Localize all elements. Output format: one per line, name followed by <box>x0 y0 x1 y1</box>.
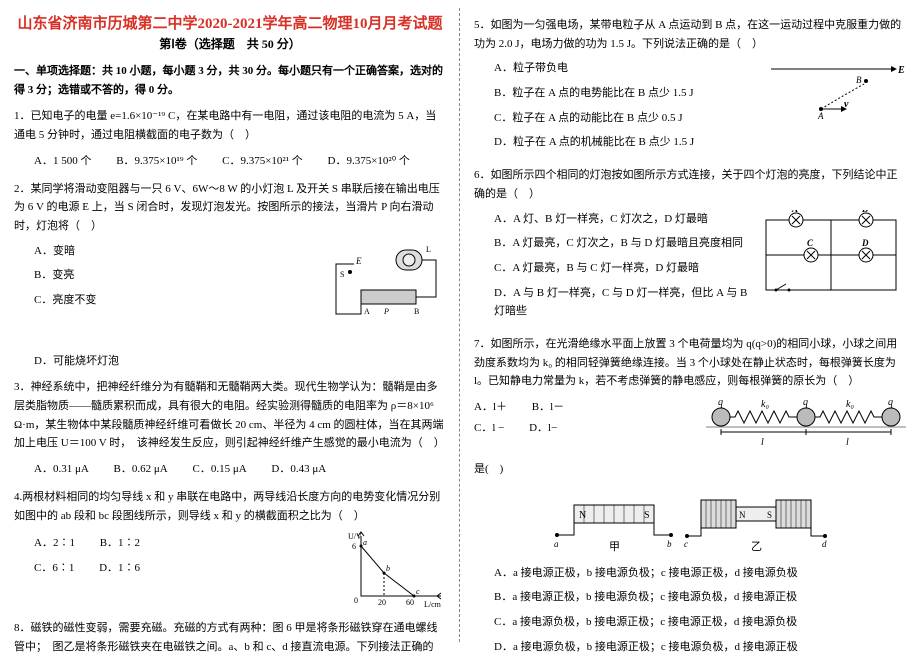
q7-C: C．l − <box>474 422 504 434</box>
svg-text:b: b <box>386 564 390 573</box>
svg-text:B: B <box>414 307 419 316</box>
paper-label: 第Ⅰ卷（选择题 共 50 分） <box>14 35 446 52</box>
q8-options: A．a 接电源正极，b 接电源负极；c 接电源正极，d 接电源负极 B．a 接电… <box>494 564 906 657</box>
q6-circuit-figure: A B C D <box>756 210 906 300</box>
q4-stem: 4.两根材料相同的均匀导线 x 和 y 串联在电路中，两导线沿长度方向的电势变化… <box>14 488 446 525</box>
svg-text:E: E <box>897 65 905 76</box>
svg-text:q: q <box>803 397 808 408</box>
q2-stem: 2．某同学将滑动变阻器与一只 6 V、6W～8 W 的小灯泡 L 及开关 S 串… <box>14 180 446 236</box>
q4-D: D．1∶6 <box>99 562 140 574</box>
svg-text:a: a <box>554 539 559 549</box>
svg-text:B: B <box>856 75 862 85</box>
q7-spring-figure: q q q k₀ k₀ l l <box>706 397 906 452</box>
q3-C: C．0.15 μA <box>192 463 246 475</box>
svg-text:20: 20 <box>378 598 386 607</box>
svg-text:k₀: k₀ <box>846 399 854 410</box>
svg-text:c: c <box>416 587 420 596</box>
q5-field-figure: E B v A <box>766 59 906 119</box>
svg-text:D: D <box>861 238 869 248</box>
svg-text:U/V: U/V <box>348 532 362 541</box>
q8-C: C．a 接电源负极，b 接电源正极；c 接电源正极，d 接电源负极 <box>494 613 906 632</box>
q5-stem: 5．如图为一匀强电场，某带电粒子从 A 点运动到 B 点，在这一运动过程中克服重… <box>474 16 906 53</box>
q1-A: A．1 500 个 <box>34 155 91 167</box>
svg-text:a: a <box>363 538 367 547</box>
q7-D: D．l− <box>529 422 557 434</box>
q8-lead: 8．磁铁的磁性变弱，需要充磁。充磁的方式有两种：图 6 甲是将条形磁铁穿在通电螺… <box>14 619 446 656</box>
q3-stem: 3．神经系统中，把神经纤维分为有髓鞘和无髓鞘两大类。现代生物学认为：髓鞘是由多层… <box>14 378 446 453</box>
svg-text:A: A <box>791 210 798 214</box>
q1-options: A．1 500 个 B．9.375×10¹⁹ 个 C．9.375×10²¹ 个 … <box>34 151 446 172</box>
q3-D: D．0.43 μA <box>271 463 326 475</box>
q8-figure-yi: N S c d 乙 <box>681 485 831 555</box>
q8-intro: 是( ) <box>474 460 906 479</box>
svg-text:E: E <box>355 256 362 266</box>
svg-text:甲: 甲 <box>609 541 620 553</box>
q3-A: A．0.31 μA <box>34 463 89 475</box>
q8-B: B．a 接电源正极，b 接电源负极；c 接电源负极，d 接电源正极 <box>494 588 906 607</box>
svg-text:q: q <box>718 397 723 408</box>
svg-text:S: S <box>340 270 344 279</box>
svg-text:60: 60 <box>406 598 414 607</box>
q8-figures: N S a b 甲 N S c d 乙 <box>474 485 906 558</box>
svg-text:N: N <box>579 510 586 521</box>
instructions: 一、单项选择题：共 10 小题，每小题 3 分，共 30 分。每小题只有一个正确… <box>14 62 446 99</box>
svg-text:b: b <box>667 539 672 549</box>
svg-text:C: C <box>807 238 814 248</box>
q7-B: B．l－ <box>532 401 564 413</box>
q7-A: A．l＋ <box>474 401 507 413</box>
q1-D: D．9.375×10²⁰ 个 <box>328 155 410 167</box>
q7-stem: 7．如图所示，在光滑绝缘水平面上放置 3 个电荷量均为 q(q>0)的相同小球，… <box>474 335 906 391</box>
q4-C: C．6∶1 <box>34 562 74 574</box>
svg-text:S: S <box>644 510 650 521</box>
q3-B: B．0.62 μA <box>114 463 168 475</box>
q1-stem: 1．已知电子的电量 e=1.6×10⁻¹⁹ C，在某电路中有一电阻，通过该电阻的… <box>14 107 446 144</box>
svg-text:6: 6 <box>352 542 356 551</box>
svg-text:L: L <box>426 245 431 254</box>
svg-text:c: c <box>684 539 688 549</box>
q1-B: B．9.375×10¹⁹ 个 <box>116 155 197 167</box>
svg-text:l: l <box>846 437 849 448</box>
q8-figure-jia: N S a b 甲 <box>549 485 679 555</box>
q4-B: B．1∶2 <box>100 537 140 549</box>
svg-text:B: B <box>861 210 868 214</box>
q3-options: A．0.31 μA B．0.62 μA C．0.15 μA D．0.43 μA <box>34 459 446 480</box>
svg-text:N: N <box>739 510 746 520</box>
q5-D: D．粒子在 A 点的机械能比在 B 点少 1.5 J <box>494 133 906 152</box>
q4-A: A．2∶1 <box>34 537 75 549</box>
q6-stem: 6．如图所示四个相同的灯泡按如图所示方式连接，关于四个灯泡的亮度，下列结论中正确… <box>474 166 906 203</box>
left-column: 山东省济南市历城第二中学2020-2021学年高二物理10月月考试题 第Ⅰ卷（选… <box>0 0 460 650</box>
svg-text:d: d <box>822 539 827 549</box>
q1-C: C．9.375×10²¹ 个 <box>222 155 303 167</box>
q2-D: D．可能烧坏灯泡 <box>34 352 446 371</box>
svg-text:L/cm: L/cm <box>424 600 442 609</box>
svg-text:P: P <box>383 307 389 316</box>
q4-graph-figure: U/V L/cm 6 0 20 60 a b c <box>346 531 446 611</box>
svg-text:S: S <box>767 510 772 520</box>
q8-A: A．a 接电源正极，b 接电源负极；c 接电源正极，d 接电源负极 <box>494 564 906 583</box>
svg-text:q: q <box>888 397 893 408</box>
q8-D: D．a 接电源负极，b 接电源正极；c 接电源负极，d 接电源正极 <box>494 638 906 657</box>
svg-text:A: A <box>364 307 370 316</box>
svg-text:乙: 乙 <box>751 540 762 553</box>
svg-text:l: l <box>761 437 764 448</box>
svg-text:0: 0 <box>354 596 358 605</box>
svg-text:v: v <box>844 99 849 110</box>
svg-text:A: A <box>817 111 824 119</box>
svg-text:k₀: k₀ <box>761 399 769 410</box>
q2-circuit-figure: E A P B L S <box>326 242 446 322</box>
exam-title: 山东省济南市历城第二中学2020-2021学年高二物理10月月考试题 <box>14 12 446 33</box>
right-column: 5．如图为一匀强电场，某带电粒子从 A 点运动到 B 点，在这一运动过程中克服重… <box>460 0 920 650</box>
